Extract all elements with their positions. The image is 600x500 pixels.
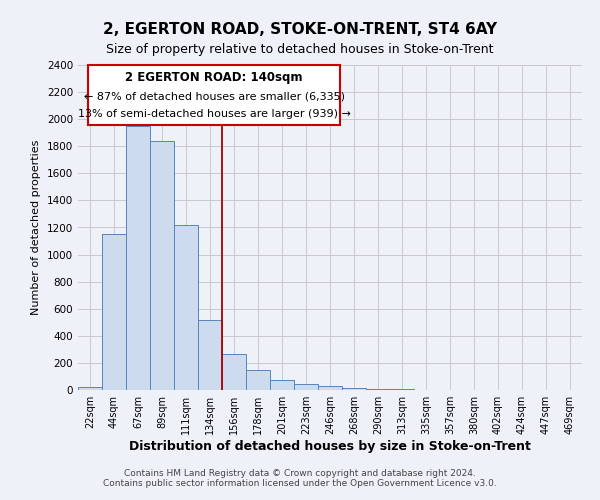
X-axis label: Distribution of detached houses by size in Stoke-on-Trent: Distribution of detached houses by size …	[129, 440, 531, 453]
Text: 2, EGERTON ROAD, STOKE-ON-TRENT, ST4 6AY: 2, EGERTON ROAD, STOKE-ON-TRENT, ST4 6AY	[103, 22, 497, 38]
Bar	[102, 234, 126, 390]
Bar	[270, 380, 294, 390]
Text: ← 87% of detached houses are smaller (6,335): ← 87% of detached houses are smaller (6,…	[83, 92, 344, 102]
Bar	[366, 389, 390, 390]
Text: 13% of semi-detached houses are larger (939) →: 13% of semi-detached houses are larger (…	[77, 110, 350, 120]
Bar	[342, 388, 366, 390]
FancyBboxPatch shape	[88, 65, 340, 125]
Text: 2 EGERTON ROAD: 140sqm: 2 EGERTON ROAD: 140sqm	[125, 70, 303, 84]
Text: Contains HM Land Registry data © Crown copyright and database right 2024.: Contains HM Land Registry data © Crown c…	[124, 469, 476, 478]
Bar	[126, 126, 150, 390]
Bar	[318, 386, 342, 390]
Bar	[78, 386, 102, 390]
Y-axis label: Number of detached properties: Number of detached properties	[31, 140, 41, 315]
Bar	[150, 141, 174, 390]
Bar	[174, 225, 198, 390]
Bar	[222, 354, 246, 390]
Bar	[246, 370, 270, 390]
Bar	[294, 384, 318, 390]
Text: Contains public sector information licensed under the Open Government Licence v3: Contains public sector information licen…	[103, 479, 497, 488]
Text: Size of property relative to detached houses in Stoke-on-Trent: Size of property relative to detached ho…	[106, 42, 494, 56]
Bar	[198, 320, 222, 390]
